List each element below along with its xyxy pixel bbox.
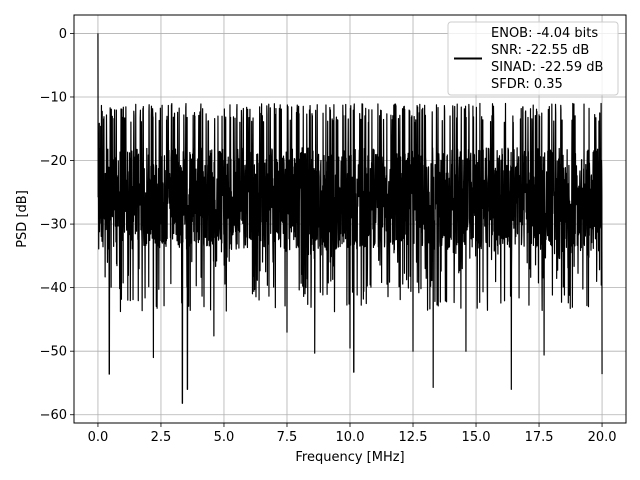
legend-sinad: SINAD: -22.59 dB (491, 60, 603, 75)
x-tick-label: 15.0 (462, 430, 491, 445)
y-tick-label: −30 (40, 218, 67, 233)
x-tick-label: 12.5 (399, 430, 428, 445)
y-axis-label: PSD [dB] (15, 190, 30, 248)
y-tick-label: −60 (40, 408, 67, 423)
x-tick-label: 2.5 (151, 430, 172, 445)
y-tick-label: −40 (40, 281, 67, 296)
x-tick-label: 10.0 (336, 430, 365, 445)
x-tick-label: 0.0 (88, 430, 109, 445)
legend-box (447, 21, 619, 96)
y-tick-label: −10 (40, 90, 67, 105)
y-axis: 0 −10 −20 −30 −40 −50 −60 (40, 27, 74, 423)
x-tick-label: 5.0 (214, 430, 235, 445)
x-tick-label: 7.5 (277, 430, 298, 445)
x-axis: 0.0 2.5 5.0 7.5 10.0 12.5 15.0 17.5 20.0 (88, 423, 617, 445)
psd-line (97, 33, 603, 404)
psd-series (97, 33, 603, 404)
legend-sfdr: SFDR: 0.35 (491, 77, 563, 92)
legend-enob: ENOB: -4.04 bits (491, 26, 598, 41)
legend: ENOB: -4.04 bits SNR: -22.55 dB SINAD: -… (447, 21, 619, 96)
x-tick-label: 17.5 (525, 430, 554, 445)
y-tick-label: −50 (40, 345, 67, 360)
y-tick-label: −20 (40, 154, 67, 169)
x-tick-label: 20.0 (588, 430, 617, 445)
y-tick-label: 0 (59, 27, 67, 42)
x-axis-label: Frequency [MHz] (295, 450, 404, 465)
legend-snr: SNR: -22.55 dB (491, 43, 589, 58)
